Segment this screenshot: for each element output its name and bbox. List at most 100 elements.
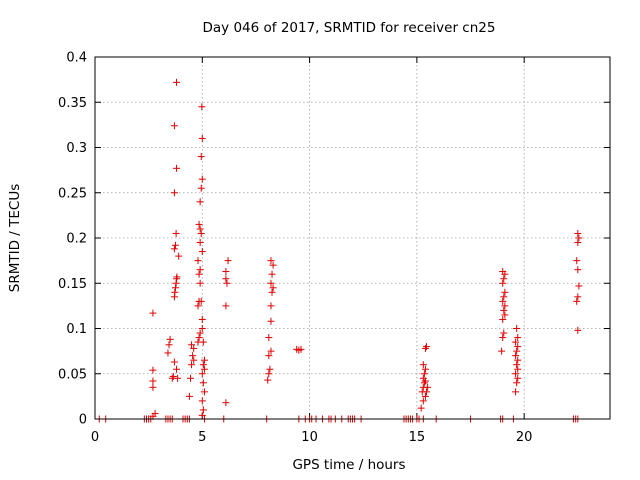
data-point bbox=[169, 372, 177, 380]
data-point bbox=[573, 297, 581, 305]
data-point bbox=[185, 392, 193, 400]
data-point bbox=[264, 376, 272, 384]
data-point bbox=[268, 288, 276, 296]
axis-ticks: 0 0.05 0.1 0.15 0.2 0.25 0.3 0.35 0.4 0 5 10 15 20 bbox=[58, 51, 610, 445]
data-point bbox=[170, 358, 178, 366]
data-point bbox=[222, 399, 230, 407]
data-point bbox=[196, 239, 204, 247]
data-point bbox=[514, 374, 522, 382]
data-point bbox=[189, 352, 197, 360]
data-point bbox=[423, 388, 431, 396]
data-point bbox=[498, 347, 506, 355]
data-point bbox=[499, 297, 507, 305]
data-point bbox=[196, 266, 204, 274]
data-point bbox=[198, 397, 206, 405]
data-point bbox=[513, 325, 521, 332]
data-point bbox=[266, 365, 274, 373]
data-point bbox=[500, 293, 508, 301]
data-point bbox=[574, 326, 582, 334]
data-point bbox=[200, 365, 208, 373]
grid bbox=[95, 57, 610, 419]
data-point bbox=[194, 302, 202, 310]
data-point bbox=[269, 284, 277, 292]
data-point bbox=[420, 370, 428, 378]
data-point bbox=[574, 293, 582, 301]
data-point bbox=[174, 374, 182, 382]
data-point bbox=[421, 365, 429, 373]
y-axis-label: SRMTID / TECUs bbox=[7, 184, 23, 292]
data-point bbox=[149, 309, 157, 317]
data-point bbox=[196, 225, 204, 233]
data-point bbox=[573, 257, 581, 265]
data-point bbox=[173, 273, 181, 281]
data-point bbox=[170, 122, 178, 130]
data-point bbox=[198, 315, 206, 323]
data-point bbox=[419, 361, 427, 369]
data-point bbox=[195, 220, 203, 228]
data-point bbox=[170, 189, 178, 197]
data-point bbox=[501, 302, 509, 310]
y-tick-label: 0.4 bbox=[66, 51, 87, 66]
data-point bbox=[267, 302, 275, 310]
data-point bbox=[200, 388, 208, 396]
data-point bbox=[513, 361, 521, 369]
data-point bbox=[512, 352, 520, 360]
x-axis-label: GPS time / hours bbox=[292, 457, 405, 473]
chart-title: Day 046 of 2017, SRMTID for receiver cn2… bbox=[203, 20, 496, 36]
data-point bbox=[199, 379, 207, 387]
data-point bbox=[514, 356, 522, 364]
x-tick-label: 5 bbox=[198, 430, 206, 445]
data-point bbox=[173, 78, 181, 86]
data-point bbox=[512, 388, 520, 396]
data-point bbox=[198, 134, 206, 142]
data-point bbox=[194, 257, 202, 265]
x-tick-label: 20 bbox=[516, 430, 533, 445]
data-point bbox=[186, 374, 194, 382]
data-point bbox=[188, 341, 196, 349]
data-point bbox=[171, 288, 179, 296]
data-point bbox=[199, 338, 207, 346]
y-tick-label: 0.15 bbox=[58, 277, 87, 292]
data-point bbox=[513, 347, 521, 355]
data-point bbox=[199, 361, 207, 369]
data-point bbox=[513, 379, 521, 387]
x-tick-label: 0 bbox=[91, 430, 99, 445]
x-tick-label: 10 bbox=[301, 430, 318, 445]
data-point bbox=[164, 349, 172, 357]
data-point bbox=[196, 279, 204, 287]
data-point bbox=[499, 334, 507, 342]
data-point bbox=[420, 379, 428, 387]
data-point bbox=[267, 279, 275, 287]
data-point bbox=[500, 329, 508, 337]
data-point bbox=[268, 270, 276, 278]
data-point bbox=[149, 377, 157, 385]
data-point bbox=[267, 347, 275, 355]
data-point bbox=[514, 365, 522, 373]
data-point bbox=[267, 257, 275, 265]
data-point bbox=[223, 279, 231, 287]
data-point bbox=[421, 344, 429, 352]
y-tick-label: 0.3 bbox=[66, 141, 87, 156]
data-point bbox=[190, 356, 198, 364]
data-point bbox=[423, 343, 431, 351]
data-point bbox=[500, 306, 508, 314]
data-point bbox=[419, 397, 427, 405]
data-point bbox=[195, 270, 203, 278]
data-point bbox=[575, 282, 583, 290]
data-point bbox=[197, 229, 205, 237]
data-point bbox=[151, 410, 159, 418]
data-point bbox=[200, 356, 208, 364]
data-point bbox=[267, 317, 275, 325]
data-point bbox=[197, 153, 205, 161]
y-tick-label: 0.05 bbox=[58, 367, 87, 382]
data-point bbox=[190, 344, 198, 352]
data-point bbox=[514, 334, 522, 342]
data-point bbox=[265, 352, 273, 360]
data-point bbox=[514, 343, 522, 351]
data-point bbox=[149, 366, 157, 374]
data-point bbox=[196, 329, 204, 337]
data-point bbox=[574, 239, 582, 247]
data-point bbox=[224, 257, 232, 265]
data-point bbox=[575, 234, 583, 242]
data-point bbox=[269, 261, 277, 269]
